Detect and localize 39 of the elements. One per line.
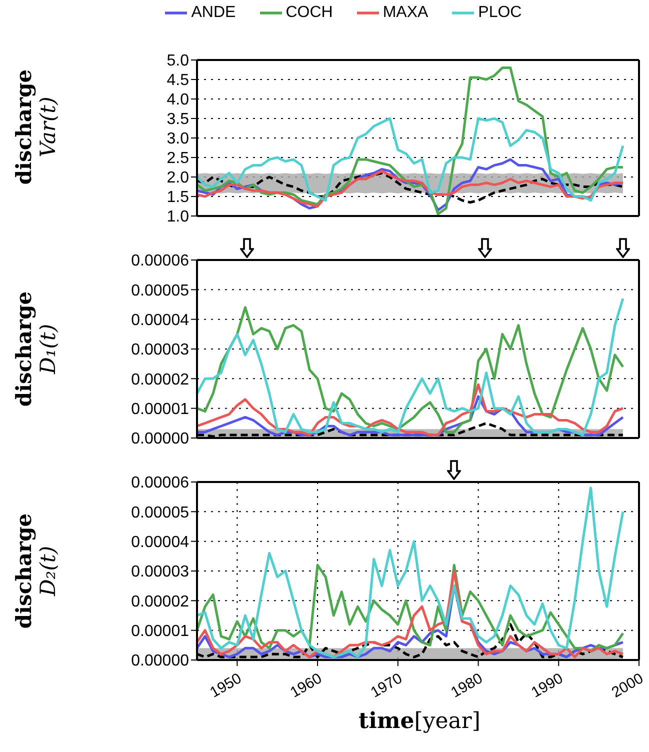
y-axis-title: discharge D₂(t) [11, 513, 60, 629]
line-series [197, 117, 624, 202]
y-tick-label: 0.00006 [131, 252, 190, 270]
y-tick-label: 2.0 [166, 170, 190, 187]
y-tick-label: 0.00005 [131, 282, 190, 300]
x-axis-title: time[year] [357, 708, 482, 734]
y-tick-label: 1.5 [166, 189, 190, 206]
y-tick-label: 0.00001 [131, 623, 190, 640]
x-tick-label: 2000 [608, 670, 646, 702]
y-tick-label: 2.5 [166, 150, 190, 168]
y-tick-label: 3.5 [166, 111, 190, 128]
legend-label: MAXA [382, 4, 428, 22]
y-tick-label: 0.00006 [131, 474, 190, 492]
y-tick-label: 0.00005 [131, 504, 190, 522]
y-tick-label: 0.00003 [131, 564, 190, 581]
y-tick-label: 0.00004 [131, 534, 190, 552]
legend-label: COCH [286, 4, 333, 22]
x-tick-label: 1960 [287, 670, 325, 702]
y-tick-label: 0.00000 [131, 430, 190, 448]
y-tick-label: 5.0 [166, 52, 190, 70]
y-tick-label: 0.00003 [131, 342, 190, 359]
y-axis-title: discharge D₁(t) [11, 291, 60, 407]
y-tick-label: 0.00002 [131, 371, 190, 388]
line-series [197, 486, 624, 658]
y-tick-label: 0.00001 [131, 401, 190, 418]
x-tick-label: 1950 [207, 670, 245, 702]
y-tick-label: 0.00004 [131, 312, 190, 330]
x-tick-label: 1970 [368, 670, 406, 702]
x-tick-label: 1980 [448, 670, 486, 702]
y-tick-label: 0.00000 [131, 652, 190, 670]
y-tick-label: 1.0 [166, 208, 190, 226]
x-tick-label: 1990 [528, 670, 566, 702]
y-tick-label: 0.00002 [131, 593, 190, 610]
y-tick-label: 3.0 [166, 130, 190, 148]
legend-label: PLOC [478, 4, 522, 22]
y-tick-label: 4.0 [166, 92, 190, 109]
y-axis-title: discharge Var(t) [11, 69, 60, 185]
y-tick-label: 4.5 [166, 72, 190, 90]
legend-label: ANDE [191, 4, 236, 22]
